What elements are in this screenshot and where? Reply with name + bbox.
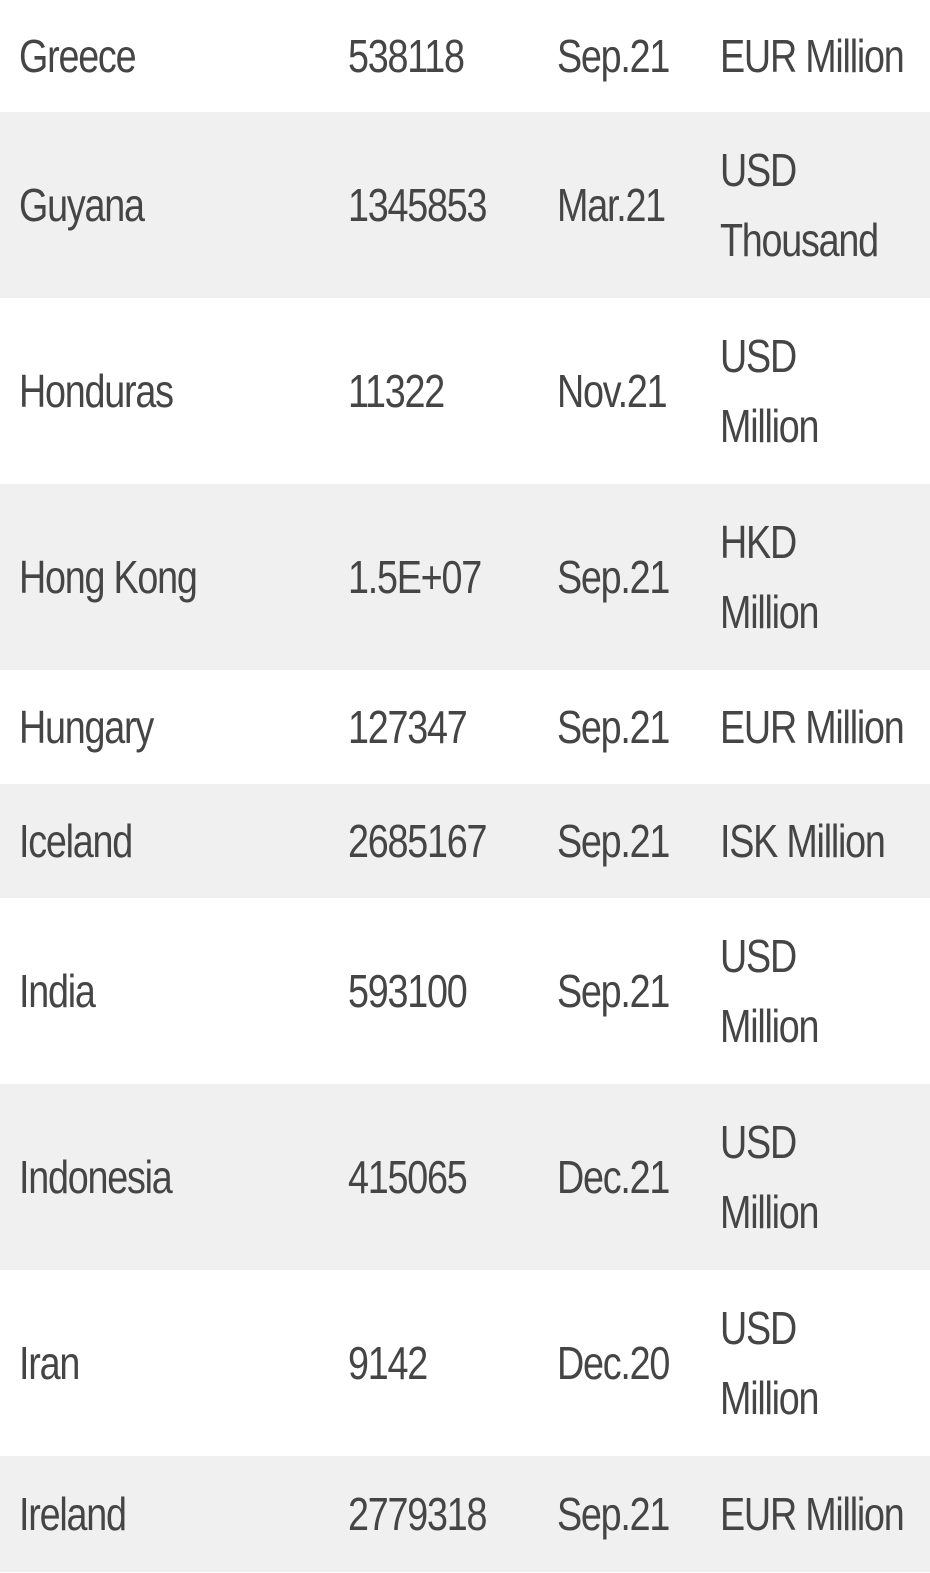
date-cell: Sep.21 [557,815,670,867]
date-cell: Sep.21 [557,1488,670,1540]
table-row: India 593100 Sep.21 USD Million [0,898,930,1084]
unit-cell: EUR Million [720,692,909,762]
country-cell: Guyana [19,179,145,231]
unit-line: Thousand [720,214,879,266]
date-cell: Dec.20 [557,1337,670,1389]
unit-line: EUR Million [720,1488,905,1540]
date-cell: Mar.21 [557,179,666,231]
country-cell: Honduras [19,365,174,417]
unit-cell: USD Million [720,1293,884,1433]
unit-line: Million [720,1000,820,1052]
unit-cell: EUR Million [720,21,909,91]
country-cell: Hungary [19,701,154,753]
country-cell: India [19,965,96,1017]
date-cell: Sep.21 [557,965,670,1017]
country-cell: Hong Kong [19,551,198,603]
value-cell: 2685167 [348,815,487,867]
country-cell: Greece [19,30,137,82]
unit-line: Million [720,1186,820,1238]
unit-line: Million [720,586,820,638]
unit-line: HKD [720,516,797,568]
table-row: Hungary 127347 Sep.21 EUR Million [0,670,930,784]
date-cell: Dec.21 [557,1151,670,1203]
country-cell: Iceland [19,815,133,867]
value-cell: 1345853 [348,179,487,231]
table-row: Greece 538118 Sep.21 EUR Million [0,0,930,112]
table-row: Hong Kong 1.5E+07 Sep.21 HKD Million [0,484,930,670]
unit-cell: HKD Million [720,507,884,647]
unit-line: USD [720,330,797,382]
country-cell: Indonesia [19,1151,173,1203]
table-row: Indonesia 415065 Dec.21 USD Million [0,1084,930,1270]
unit-cell: ISK Million [720,806,909,876]
unit-line: ISK Million [720,815,886,867]
value-cell: 9142 [348,1337,428,1389]
unit-line: EUR Million [720,30,905,82]
value-cell: 415065 [348,1151,468,1203]
unit-cell: EUR Million [720,1479,909,1549]
unit-line: USD [720,1302,797,1354]
date-cell: Sep.21 [557,30,670,82]
table-row: Ireland 2779318 Sep.21 EUR Million [0,1456,930,1572]
unit-line: Million [720,400,820,452]
value-cell: 593100 [348,965,468,1017]
date-cell: Sep.21 [557,701,670,753]
value-cell: 1.5E+07 [348,551,482,603]
unit-line: USD [720,144,797,196]
value-cell: 2779318 [348,1488,487,1540]
table-row: Iceland 2685167 Sep.21 ISK Million [0,784,930,898]
unit-cell: USD Million [720,1107,884,1247]
table-row: Iran 9142 Dec.20 USD Million [0,1270,930,1456]
table-row: Guyana 1345853 Mar.21 USD Thousand [0,112,930,298]
date-cell: Sep.21 [557,551,670,603]
unit-line: Million [720,1372,820,1424]
country-cell: Iran [19,1337,80,1389]
value-cell: 11322 [348,365,445,417]
country-cell: Ireland [19,1488,127,1540]
unit-cell: USD Thousand [720,135,884,275]
table-row: Honduras 11322 Nov.21 USD Million [0,298,930,484]
value-cell: 127347 [348,701,468,753]
unit-line: USD [720,1116,797,1168]
unit-line: EUR Million [720,701,905,753]
unit-cell: USD Million [720,321,884,461]
unit-line: USD [720,930,797,982]
unit-cell: USD Million [720,921,884,1061]
date-cell: Nov.21 [557,365,668,417]
value-cell: 538118 [348,30,465,82]
